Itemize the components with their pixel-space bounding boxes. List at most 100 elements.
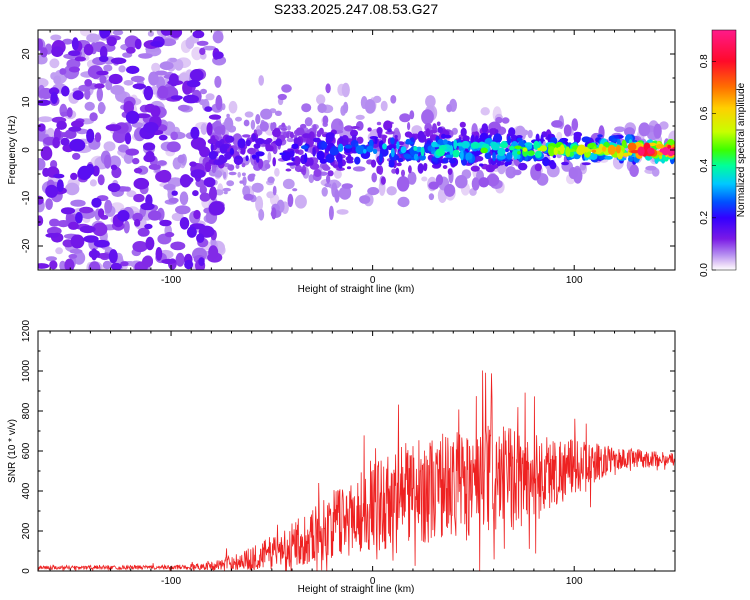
spectrogram-y-tick-label: 10 (21, 96, 32, 108)
spectral-blob (214, 126, 224, 135)
spectral-blob (110, 164, 118, 171)
spectral-blob (196, 233, 205, 243)
spectral-blob (404, 131, 413, 138)
spectral-blob (204, 161, 212, 173)
spectral-blob (45, 184, 58, 198)
spectral-blob (350, 129, 358, 137)
spectral-blob (441, 133, 446, 139)
spectral-blob (103, 64, 113, 72)
spectral-blob (325, 83, 331, 94)
spectral-blob (628, 156, 634, 162)
spectral-blob (160, 30, 173, 36)
spectral-blob (70, 199, 86, 207)
spectral-blob (417, 163, 424, 174)
spectral-blob (150, 41, 163, 47)
spectral-blob (372, 95, 382, 103)
spectral-blob (68, 66, 80, 73)
colorbar-ticks: 0.0 0.2 0.4 0.6 0.8 (699, 54, 716, 277)
spectral-blob (45, 233, 59, 238)
spectral-blob (407, 122, 411, 131)
spectral-blob (164, 231, 175, 238)
spectral-blob (192, 30, 205, 39)
spectral-blob (499, 143, 508, 148)
spectral-blob (322, 115, 329, 125)
spectral-blob (237, 138, 246, 149)
snr-panel: -100 0 100 0 200 400 600 800 1000 1200 Height of… (7, 319, 676, 595)
spectral-blob (267, 176, 275, 184)
spectral-blob (370, 159, 377, 168)
spectral-blob (394, 135, 398, 139)
spectral-blob (235, 156, 243, 160)
spectral-blob (442, 165, 448, 169)
spectral-blob (61, 85, 70, 97)
spectral-blob (304, 117, 313, 127)
spectral-blob (465, 153, 470, 161)
spectral-blob (351, 126, 360, 129)
spectral-blob (313, 169, 322, 177)
spectral-blob (287, 125, 291, 131)
spectral-blob (356, 121, 364, 131)
spectral-blob (671, 148, 675, 154)
spectral-blob (97, 101, 106, 115)
spectral-blob (382, 143, 387, 150)
spectral-blob (546, 164, 560, 178)
spectral-blob (295, 127, 305, 136)
spectral-blob (275, 138, 283, 147)
spectral-blob (66, 107, 73, 118)
spectral-blob (302, 133, 312, 139)
spectral-blob (304, 152, 308, 163)
colorbar-tick-label: 0.6 (699, 106, 710, 120)
spectral-blob (287, 193, 294, 208)
colorbar-frame (711, 29, 737, 271)
spectral-blob (336, 153, 343, 164)
spectral-blob (89, 112, 98, 122)
spectral-blob (77, 165, 92, 180)
spectral-blob (207, 138, 218, 145)
spectral-blob (326, 174, 331, 184)
spectrogram-y-tick-label: -10 (21, 190, 32, 205)
spectral-blob (250, 119, 256, 130)
spectral-blob (186, 79, 201, 88)
spectral-blob (209, 186, 217, 201)
spectral-blob (123, 220, 130, 234)
spectral-blob (390, 137, 395, 145)
spectral-blob (291, 143, 299, 150)
spectral-blob (199, 185, 207, 195)
spectral-blob (92, 222, 108, 237)
spectral-blob (148, 71, 159, 86)
spectral-blob (481, 123, 489, 133)
spectral-blob (228, 100, 238, 114)
spectral-blob (247, 173, 255, 182)
spectral-blob (344, 125, 354, 132)
spectral-blob (339, 136, 344, 145)
spectral-blob (68, 254, 78, 259)
spectral-blob (206, 122, 213, 136)
spectral-blob (45, 198, 53, 211)
spectral-blob (318, 127, 324, 135)
spectral-blob (98, 55, 109, 62)
spectral-blob (52, 136, 60, 149)
spectral-blob (346, 166, 352, 170)
spectral-blob (359, 195, 371, 204)
spectral-blob (94, 132, 102, 143)
spectral-blob (341, 82, 350, 98)
spectral-blob (547, 146, 556, 157)
spectral-blob (316, 150, 325, 161)
spectral-blob (224, 151, 232, 160)
spectral-blob (218, 156, 228, 164)
spectral-blob (539, 145, 548, 152)
spectral-blob (456, 142, 465, 147)
spectral-blob (501, 117, 510, 124)
spectral-blob (38, 123, 46, 132)
spectral-blob (40, 146, 53, 161)
spectral-blob (312, 124, 317, 135)
colorbar-tick-label: 0.2 (699, 210, 710, 224)
spectral-blob (329, 147, 339, 156)
spectral-blob (267, 151, 272, 163)
spectral-blob (401, 169, 405, 177)
spectral-blob (591, 149, 597, 153)
spectral-blob (222, 187, 231, 192)
spectral-blob (262, 139, 271, 145)
spectral-blob (272, 185, 277, 196)
spectral-blob (421, 109, 434, 125)
